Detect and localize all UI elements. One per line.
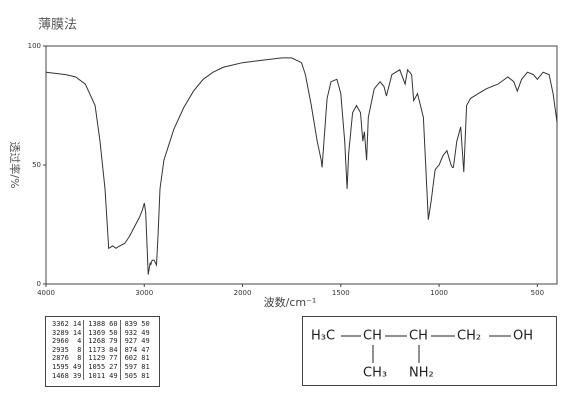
y-tick-label: 0 [37,280,41,288]
peak-cell: 50 [109,328,118,337]
atom: CH₂ [457,329,481,344]
peak-row: 2960 4 1268 79 927 49 [50,337,152,346]
peak-cell: 2960 [52,337,69,346]
peak-cell: 1388 [83,320,108,329]
peak-cell: 81 [141,354,150,363]
chart: 薄膜法 透过率/% 波数/cm⁻¹ 0 50 100 4000 3000 2000 1500… [8,18,558,309]
spectrum-line [45,57,558,275]
peak-cell: 49 [141,328,150,337]
x-tick-label: 500 [531,289,544,297]
peak-cell: 602 [119,354,140,363]
chart-title: 薄膜法 [38,18,77,33]
x-tick-label: 2000 [234,289,252,297]
peak-table: 3362 14 1388 60 839 50 3289 14 1369 50 932 49 2960 4 1… [45,316,160,387]
y-tick-label: 100 [28,42,41,50]
peak-row: 3289 14 1369 50 932 49 [50,328,152,338]
peak-cell: 1595 [52,362,69,371]
structure-box: H₃C CH CH CH₂ OH CH₃ NH₂ [302,316,557,386]
y-axis-label: 透过率/% [8,141,22,188]
x-tick-label: 4000 [37,289,55,297]
peak-cell: 874 [119,345,140,355]
x-tick-label: 3000 [135,289,153,297]
peak-cell: 50 [141,320,150,328]
peak-row: 2935 8 1173 84 874 47 [50,345,152,355]
peak-cell: 1011 [83,371,108,381]
peak-cell: 77 [109,354,118,363]
y-tick-label: 50 [32,161,41,169]
peak-row: 1595 49 1055 27 597 81 [50,362,152,372]
x-tick-label: 1000 [430,289,448,297]
peak-cell: 1129 [83,354,108,363]
peak-cell: 14 [72,320,82,328]
peak-cell: 2876 [52,354,69,363]
peak-cell: 3362 [52,320,69,328]
peak-cell: 839 [119,320,140,329]
atom: CH [409,329,428,344]
atom: CH [363,329,382,344]
peak-cell: 2935 [52,345,69,354]
peak-cell: 8 [77,345,82,354]
x-tick-label: 1500 [332,289,350,297]
peak-cell: 79 [109,337,118,346]
peak-cell: 1468 [52,371,69,380]
peak-cell: 4 [77,337,82,346]
peak-row: 1468 39 1011 49 505 81 [50,371,152,381]
peak-cell: 81 [141,371,150,380]
peak-cell: 932 [119,328,140,338]
plot-frame [45,45,558,285]
peak-cell: 1369 [83,328,108,338]
atom: H₃C [311,329,335,344]
peak-cell: 27 [109,362,118,371]
peak-cell: 49 [72,362,82,371]
peak-cell: 3289 [52,328,69,337]
peak-cell: 49 [109,371,118,380]
peak-cell: 81 [141,362,150,371]
atom: NH₂ [409,366,434,381]
peak-cell: 1173 [83,345,108,355]
atom: CH₃ [363,366,387,381]
atom: OH [513,329,533,344]
peak-row: 3362 14 1388 60 839 50 [50,320,152,329]
peak-cell: 39 [72,371,82,380]
x-axis-label: 波数/cm⁻¹ [264,296,317,309]
peak-cell: 84 [109,345,118,354]
peak-cell: 47 [141,345,150,354]
peak-cell: 1268 [83,337,108,346]
peak-table-grid: 3362 14 1388 60 839 50 3289 14 1369 50 932 49 2960 4 1… [50,320,152,381]
peak-cell: 8 [77,354,82,363]
structure: H₃C CH CH CH₂ OH CH₃ NH₂ [311,329,533,381]
peak-cell: 505 [119,371,140,381]
peak-cell: 1055 [83,362,108,372]
peak-cell: 927 [119,337,140,346]
peak-cell: 14 [72,328,82,337]
peak-cell: 597 [119,362,140,372]
peak-row: 2876 8 1129 77 602 81 [50,354,152,363]
peak-cell: 60 [109,320,118,328]
peak-cell: 49 [141,337,150,346]
